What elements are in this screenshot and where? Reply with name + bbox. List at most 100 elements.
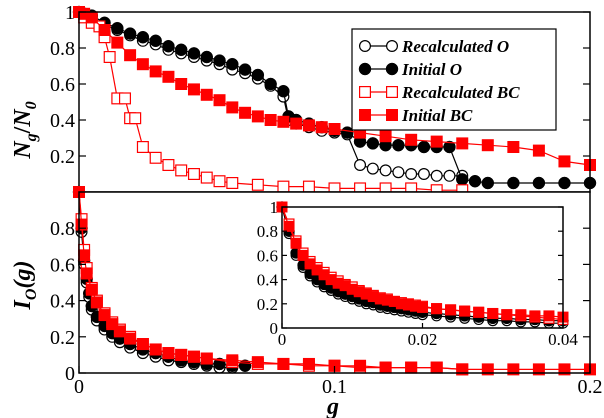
top-point (417, 140, 431, 154)
inset-point (431, 303, 443, 315)
bottom-point (187, 350, 200, 363)
inset-ytick-label: 0 (270, 319, 279, 338)
top-point (430, 135, 443, 148)
bottom-point (85, 283, 98, 296)
bottom-point (80, 267, 93, 280)
bottom-ylabel: IO(g) (10, 261, 40, 311)
inset-point (325, 274, 337, 286)
inset-point (501, 309, 513, 321)
top-point (443, 169, 456, 182)
legend-entry-label: Initial BC (401, 106, 473, 125)
top-point (213, 175, 226, 188)
inset-point (487, 307, 499, 319)
top-point (123, 27, 137, 40)
inset-panel: 00.20.40.60.810 0.02 0.04 (257, 198, 579, 349)
top-point (251, 110, 264, 123)
inset-point (339, 280, 351, 292)
top-point (200, 50, 213, 64)
inset-point (395, 298, 407, 310)
inset-point (332, 277, 344, 289)
inset-ytick-label: 0.8 (257, 222, 278, 241)
top-point (251, 178, 264, 191)
top-point (78, 7, 91, 20)
inset-point (459, 305, 471, 317)
bottom-point (379, 361, 392, 374)
top-point (532, 144, 545, 157)
inset-point (445, 304, 457, 316)
bottom-point (405, 361, 418, 374)
top-point (129, 112, 142, 125)
legend-marker (359, 85, 372, 98)
top-point (290, 117, 303, 130)
inset-point (297, 249, 309, 261)
top-point (379, 164, 392, 177)
bottom-point (328, 359, 341, 372)
top-point (507, 176, 520, 190)
top-point (187, 47, 201, 60)
top-point (226, 177, 239, 190)
legend-marker (386, 39, 399, 52)
top-point (239, 106, 252, 119)
legend-marker (385, 62, 399, 76)
top-point (405, 168, 418, 181)
top-point (264, 77, 277, 91)
top-point (302, 119, 315, 132)
top-point (162, 39, 175, 53)
top-point (456, 173, 469, 186)
top-point (200, 88, 213, 101)
bottom-ytick-label: 0.2 (50, 327, 75, 349)
top-ylabel: Ng/N0 (10, 101, 40, 159)
bottom-xtick-label: 0 (74, 376, 84, 398)
bottom-point (175, 348, 188, 361)
top-ylabel-sub-g: g (23, 133, 40, 142)
top-point (162, 159, 175, 172)
top-point (277, 84, 290, 98)
top-point (136, 58, 149, 71)
legend-marker (386, 85, 399, 98)
top-point (136, 30, 150, 44)
bottom-ytick-label: 0.8 (50, 218, 75, 240)
bottom-ylabel-tail: (g) (10, 261, 36, 289)
inset-point (409, 300, 421, 312)
inset-xtick-label: 0.02 (408, 330, 438, 349)
bottom-point (149, 343, 162, 356)
top-point (213, 94, 226, 107)
bottom-ytick-label: 0.6 (50, 254, 75, 276)
top-point (405, 133, 418, 146)
top-ylabel-n: N (10, 140, 36, 160)
top-point (328, 123, 341, 135)
top-point (315, 121, 328, 134)
bottom-xtick-label: 0.1 (322, 376, 347, 398)
top-point (174, 43, 188, 57)
bottom-point (507, 363, 520, 376)
top-point (302, 180, 315, 193)
inset-ytick-label: 0.6 (257, 246, 278, 265)
bottom-point (162, 347, 175, 360)
top-point (118, 92, 131, 105)
inset-point (367, 291, 379, 303)
top-ytick-label: 0.4 (50, 110, 75, 132)
top-point (200, 171, 213, 184)
top-point (175, 78, 188, 90)
legend-marker (386, 109, 398, 121)
legend: Recalculated O Initial O Recalculated BC In… (351, 28, 557, 131)
bottom-xtick-label: 0.2 (578, 376, 603, 398)
top-point (226, 57, 239, 71)
top-point (136, 141, 149, 154)
top-point (149, 65, 162, 78)
top-point (430, 169, 443, 182)
inset-point (304, 258, 316, 270)
top-point (481, 176, 495, 190)
top-point (366, 137, 380, 150)
top-point (175, 164, 188, 177)
top-point (98, 24, 111, 36)
top-point (251, 68, 265, 82)
top-point (226, 101, 239, 114)
inset-xtick-label: 0 (278, 330, 287, 349)
top-ylabel-sub-0: 0 (23, 101, 40, 109)
top-ytick-label: 0.2 (50, 146, 75, 168)
top-point (85, 11, 98, 24)
top-point (558, 155, 571, 168)
bottom-ylabel-i: I (10, 298, 36, 310)
